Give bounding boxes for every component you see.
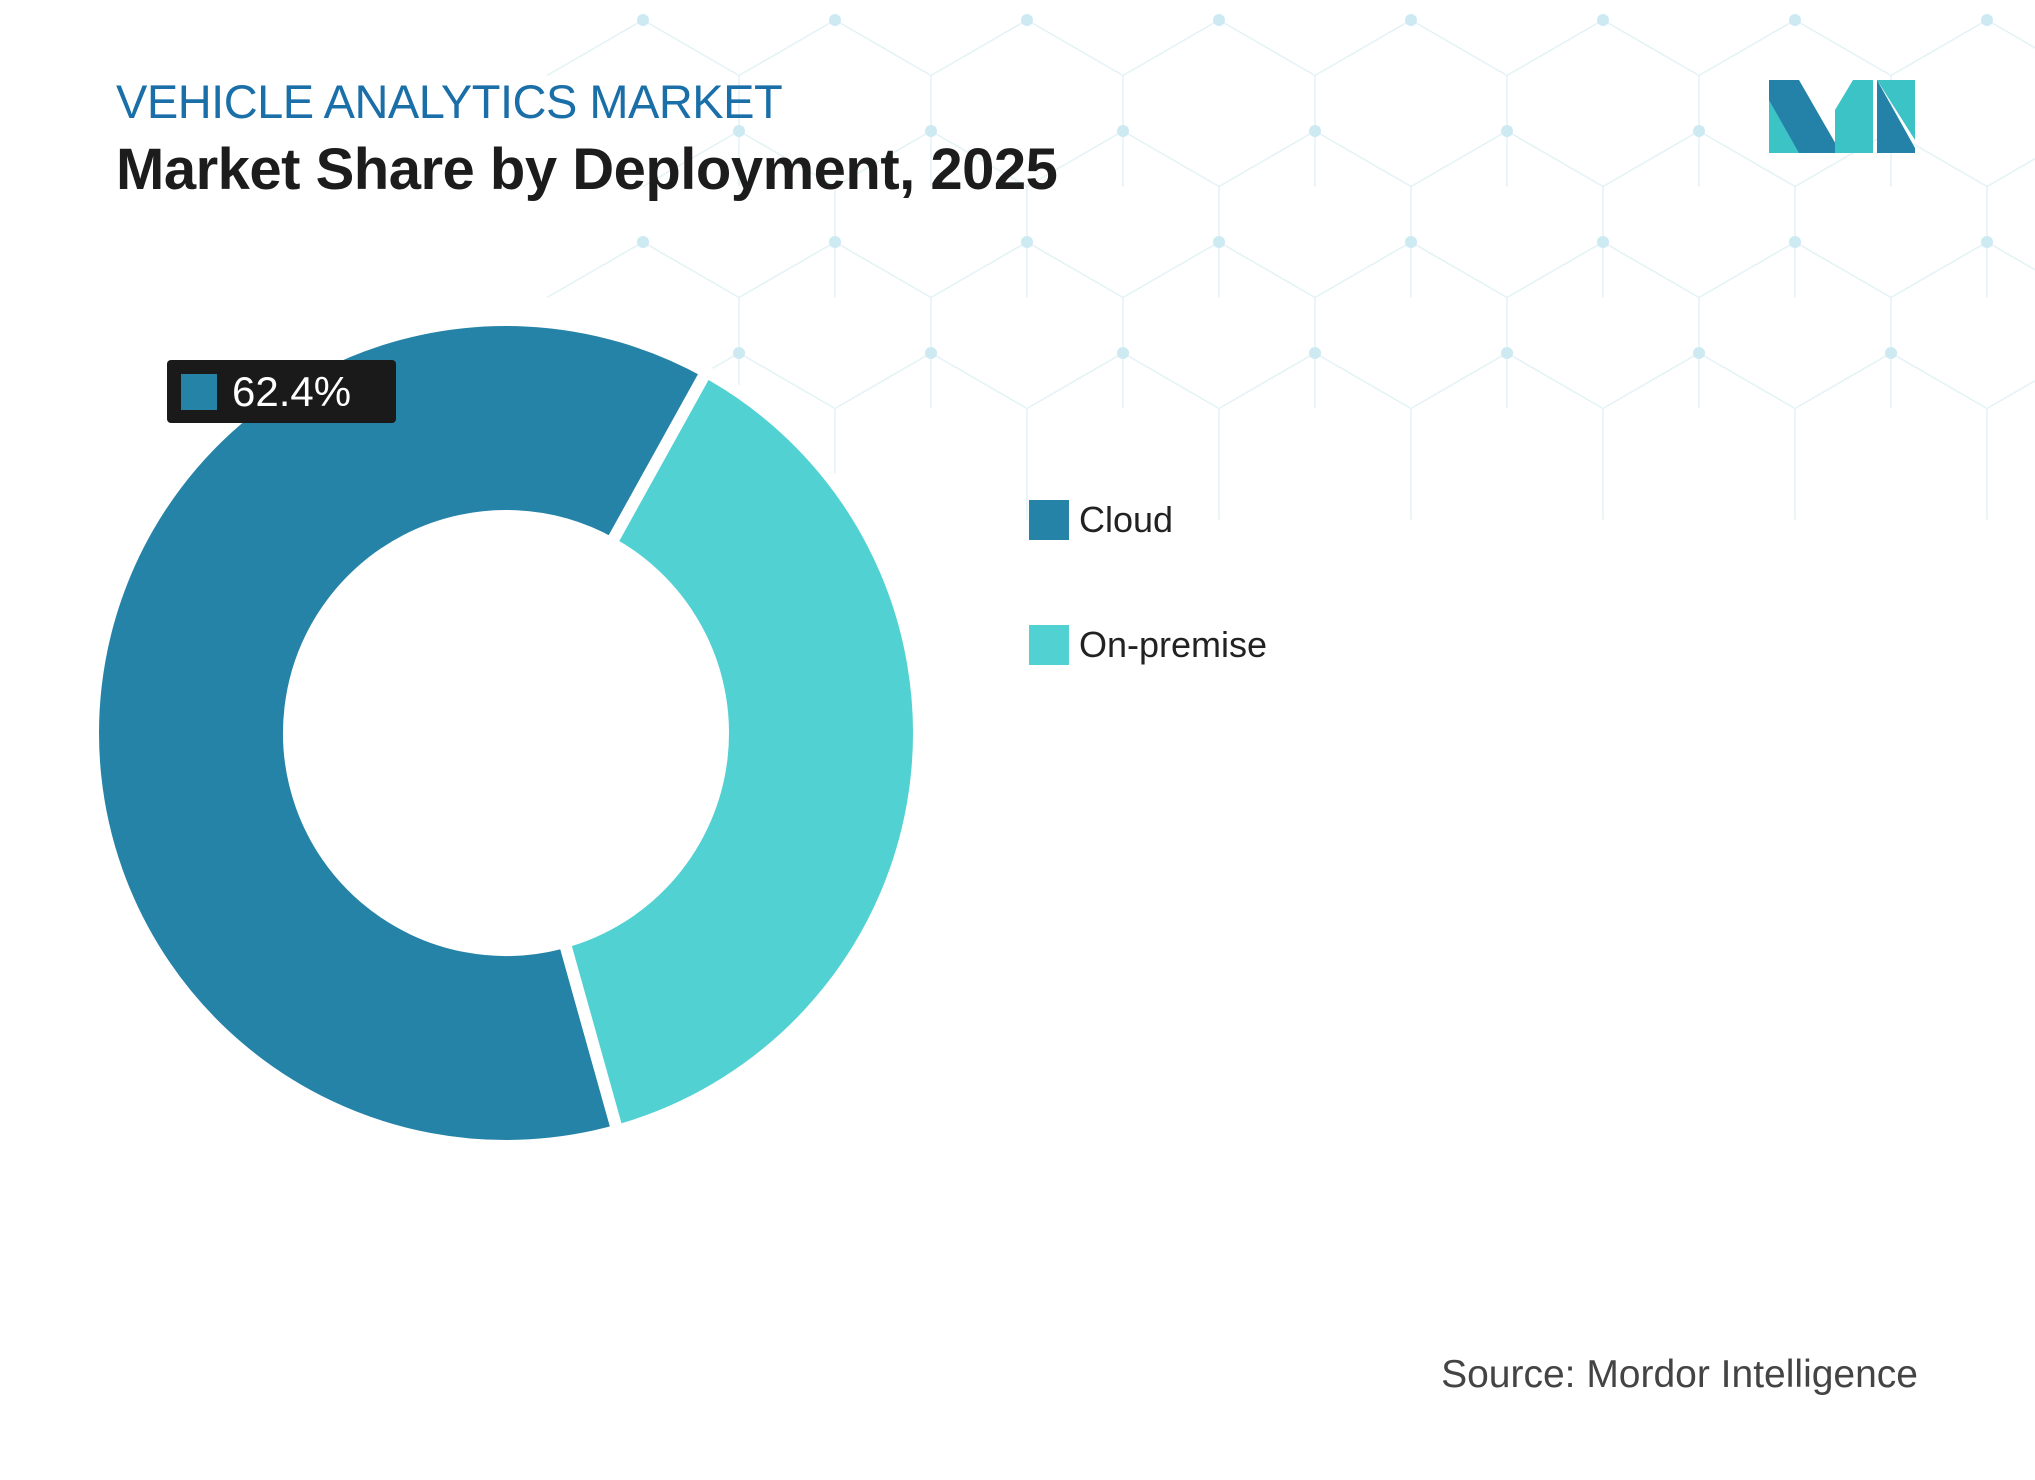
chart-kicker: VEHICLE ANALYTICS MARKET	[116, 75, 783, 128]
chart-title: Market Share by Deployment, 2025	[116, 137, 1058, 202]
legend-swatch-cloud	[1029, 500, 1069, 540]
legend-item-on-premise: On-premise	[1029, 624, 1268, 665]
donut-slice-cloud	[87, 314, 715, 1152]
legend-label: Cloud	[1079, 499, 1174, 540]
data-label-value: 62.4%	[232, 367, 352, 415]
mordor-intelligence-logo	[1769, 80, 1915, 153]
source-note: Source: Mordor Intelligence	[1441, 1353, 1918, 1396]
data-label-swatch	[181, 373, 217, 410]
donut-slice-on-premise	[557, 363, 925, 1139]
legend: Cloud On-premise	[1029, 499, 1268, 750]
legend-label: On-premise	[1079, 624, 1268, 665]
legend-swatch-on-premise	[1029, 625, 1069, 665]
legend-item-cloud: Cloud	[1029, 499, 1267, 540]
data-label-cloud: 62.4%	[167, 360, 396, 423]
